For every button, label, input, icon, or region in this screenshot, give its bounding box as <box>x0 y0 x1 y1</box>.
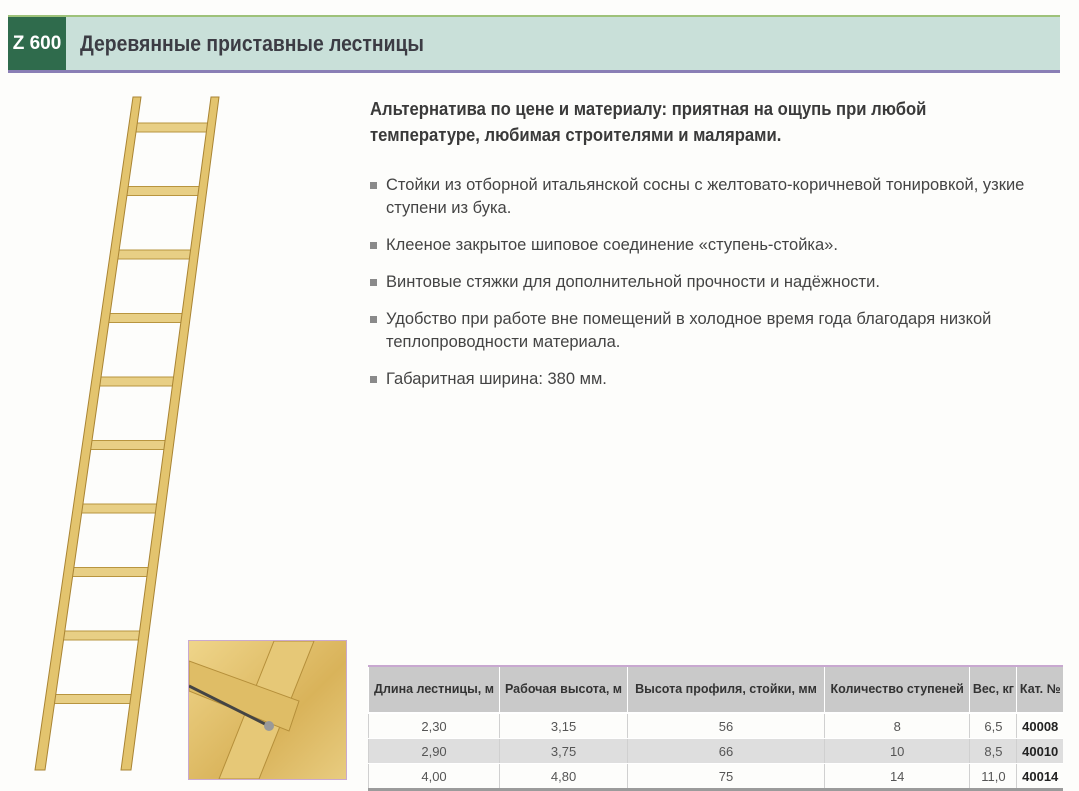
ladder-rail <box>120 96 220 771</box>
column-header: Высота профиля, стойки, мм <box>627 666 825 714</box>
table-row: 4,00 4,80 75 14 11,0 40014 <box>367 763 1063 790</box>
feature-item: Клееное закрытое шиповое соединение «сту… <box>370 234 1060 257</box>
ladder-image <box>34 96 220 771</box>
bullet-icon <box>370 182 377 189</box>
ladder-rung <box>95 376 178 387</box>
feature-item: Габаритная ширина: 380 мм. <box>370 368 1060 391</box>
table-header-row: Длина лестницы, м Рабочая высота, м Высо… <box>367 666 1063 714</box>
ladder-rung <box>77 503 162 514</box>
table-cell: 40014 <box>1016 763 1063 790</box>
feature-item: Удобство при работе вне помещений в холо… <box>370 308 1060 354</box>
ladder-rung <box>67 567 153 577</box>
table-cell: 3,15 <box>499 713 628 739</box>
table-cell: 66 <box>627 738 825 764</box>
table-row: 2,30 3,15 56 8 6,5 40008 <box>367 713 1063 739</box>
column-header: Вес, кг <box>969 666 1017 714</box>
feature-item: Стойки из отборной итальянской сосны с ж… <box>370 174 1060 220</box>
feature-item: Винтовые стяжки для дополнительной прочн… <box>370 271 1060 294</box>
bullet-icon <box>370 316 377 323</box>
ladder-rung <box>58 630 145 641</box>
table-cell: 6,5 <box>969 713 1017 739</box>
bullet-icon <box>370 279 377 286</box>
table-cell: 11,0 <box>969 763 1017 790</box>
product-code-badge: Z 600 <box>8 17 66 70</box>
table-cell: 4,80 <box>499 763 628 790</box>
table-cell: 56 <box>627 713 825 739</box>
table-cell: 3,75 <box>499 738 628 764</box>
table-cell: 4,00 <box>367 763 500 790</box>
ladder-rung <box>104 313 187 323</box>
table-cell: 10 <box>823 738 970 764</box>
table-cell: 2,90 <box>367 738 500 764</box>
ladder-rung <box>122 186 204 196</box>
feature-list: Стойки из отборной итальянской сосны с ж… <box>370 174 1060 405</box>
ladder-rung <box>49 694 136 704</box>
table-cell: 40010 <box>1016 738 1063 764</box>
spec-table: Длина лестницы, м Рабочая высота, м Высо… <box>367 665 1063 791</box>
bullet-icon <box>370 242 377 249</box>
table-cell: 2,30 <box>367 713 500 739</box>
ladder-rung <box>132 122 212 133</box>
table-row: 2,90 3,75 66 10 8,5 40010 <box>367 738 1063 764</box>
ladder-rung <box>86 440 170 450</box>
table-cell: 8,5 <box>969 738 1017 764</box>
table-cell: 40008 <box>1016 713 1063 739</box>
page-title: Деревянные приставные лестницы <box>80 31 424 56</box>
table-cell: 75 <box>627 763 825 790</box>
column-header: Кат. № <box>1016 666 1063 714</box>
bullet-icon <box>370 376 377 383</box>
table-cell: 8 <box>823 713 970 739</box>
detail-photo <box>188 640 347 780</box>
table-cell: 14 <box>823 763 970 790</box>
header-band: Z 600 Деревянные приставные лестницы <box>8 15 1060 73</box>
column-header: Количество ступеней <box>823 666 970 714</box>
ladder-rung <box>113 249 195 260</box>
lead-text: Альтернатива по цене и материалу: приятн… <box>370 98 927 145</box>
column-header: Длина лестницы, м <box>367 666 500 714</box>
ladder-rail <box>34 96 142 771</box>
column-header: Рабочая высота, м <box>499 666 628 714</box>
